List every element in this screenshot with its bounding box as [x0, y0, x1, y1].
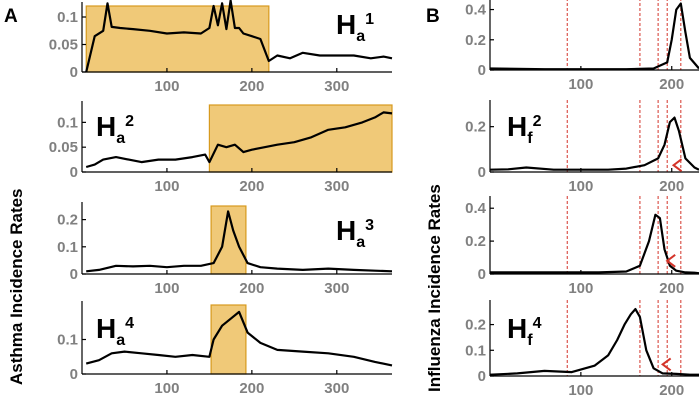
- incidence-series: [85, 0, 393, 73]
- subplot-8: 0 0.1 0.2 100 200 Hf4: [465, 300, 699, 399]
- y-tick-label: 0: [478, 266, 486, 283]
- incidence-series: [85, 111, 393, 169]
- subplots: 0 0.05 0.1 100 200 300 Ha1 0 0.05 0.1 100 200 300 Ha2…: [49, 0, 699, 399]
- y-tick-label: 0.1: [57, 332, 78, 349]
- x-tick-label: 100: [568, 178, 593, 195]
- series-label: Ha3: [336, 215, 374, 251]
- x-tick-label: 200: [659, 76, 684, 93]
- subplot-6: 0 0.2 100 200 Hf2: [465, 100, 699, 195]
- series-label: Hf2: [507, 111, 542, 147]
- series-label: Ha1: [336, 9, 374, 45]
- y-tick-label: 0: [70, 164, 78, 181]
- y-tick-label: 0.05: [49, 37, 78, 54]
- subplot-3: 0 0.1 0.2 100 200 300 Ha3: [57, 202, 393, 297]
- x-tick-label: 200: [239, 380, 264, 397]
- peak-marker: [660, 357, 672, 372]
- incidence-series: [489, 116, 699, 171]
- x-tick-label: 100: [568, 382, 593, 399]
- y-tick-label: 0.2: [57, 212, 78, 229]
- y-tick-label: 0: [478, 368, 486, 385]
- panel-label-b: B: [426, 6, 440, 27]
- y-tick-label: 0.2: [465, 233, 486, 250]
- y-tick-label: 0.4: [465, 2, 487, 19]
- subplot-7: 0 0.2 0.4 100 200: [465, 196, 699, 297]
- incidence-series: [86, 210, 393, 273]
- highlight-window: [85, 5, 270, 73]
- incidence-series: [489, 308, 699, 376]
- x-tick-label: 200: [659, 178, 684, 195]
- series-label: Ha4: [96, 313, 134, 349]
- y-tick-label: 0.05: [49, 139, 78, 156]
- y-tick-label: 0.2: [465, 119, 486, 136]
- y-tick-label: 0.2: [465, 317, 486, 334]
- highlight-window: [208, 104, 393, 173]
- panel-label-a: A: [4, 6, 18, 27]
- subplot-1: 0 0.05 0.1 100 200 300 Ha1: [49, 0, 393, 95]
- incidence-series: [85, 310, 393, 367]
- incidence-series: [490, 213, 699, 275]
- x-tick-label: 300: [324, 178, 349, 195]
- highlight-window: [210, 205, 247, 275]
- series-label: Ha2: [96, 111, 134, 147]
- x-tick-label: 200: [239, 178, 264, 195]
- x-tick-label: 300: [324, 280, 349, 297]
- y-tick-label: 0.4: [465, 200, 487, 217]
- y-tick-label: 0.1: [57, 114, 78, 131]
- y-tick-label: 0: [478, 164, 486, 181]
- peak-marker: [665, 254, 676, 268]
- x-tick-label: 100: [568, 280, 593, 297]
- peak-marker: [671, 158, 683, 172]
- x-tick-label: 100: [154, 380, 179, 397]
- influenza-ylabel: Influenza Incidence Rates: [425, 184, 444, 392]
- y-tick-label: 0: [478, 62, 486, 79]
- x-tick-label: 100: [154, 280, 179, 297]
- x-tick-label: 300: [324, 78, 349, 95]
- x-tick-label: 100: [154, 78, 179, 95]
- x-tick-label: 200: [659, 280, 684, 297]
- y-tick-label: 0.1: [57, 9, 78, 26]
- x-tick-label: 100: [568, 76, 593, 93]
- y-tick-label: 0.1: [57, 239, 78, 256]
- subplot-2: 0 0.05 0.1 100 200 300 Ha2: [49, 101, 393, 195]
- y-tick-label: 0: [70, 266, 78, 283]
- asthma-ylabel: Asthma Incidence Rates: [7, 188, 26, 385]
- series-label: Hf4: [507, 313, 542, 349]
- incidence-series: [489, 2, 699, 71]
- y-tick-label: 0.2: [465, 32, 486, 49]
- x-tick-label: 200: [239, 78, 264, 95]
- x-tick-label: 200: [659, 382, 684, 399]
- y-tick-label: 0: [70, 366, 78, 383]
- y-tick-label: 0.1: [465, 342, 486, 359]
- x-tick-label: 300: [324, 380, 349, 397]
- x-tick-label: 100: [154, 178, 179, 195]
- y-tick-label: 0: [70, 64, 78, 81]
- subplot-5: 0 0.2 0.4 100 200: [465, 0, 699, 93]
- x-tick-label: 200: [239, 280, 264, 297]
- subplot-4: 0 0.1 100 200 300 Ha4: [57, 301, 393, 397]
